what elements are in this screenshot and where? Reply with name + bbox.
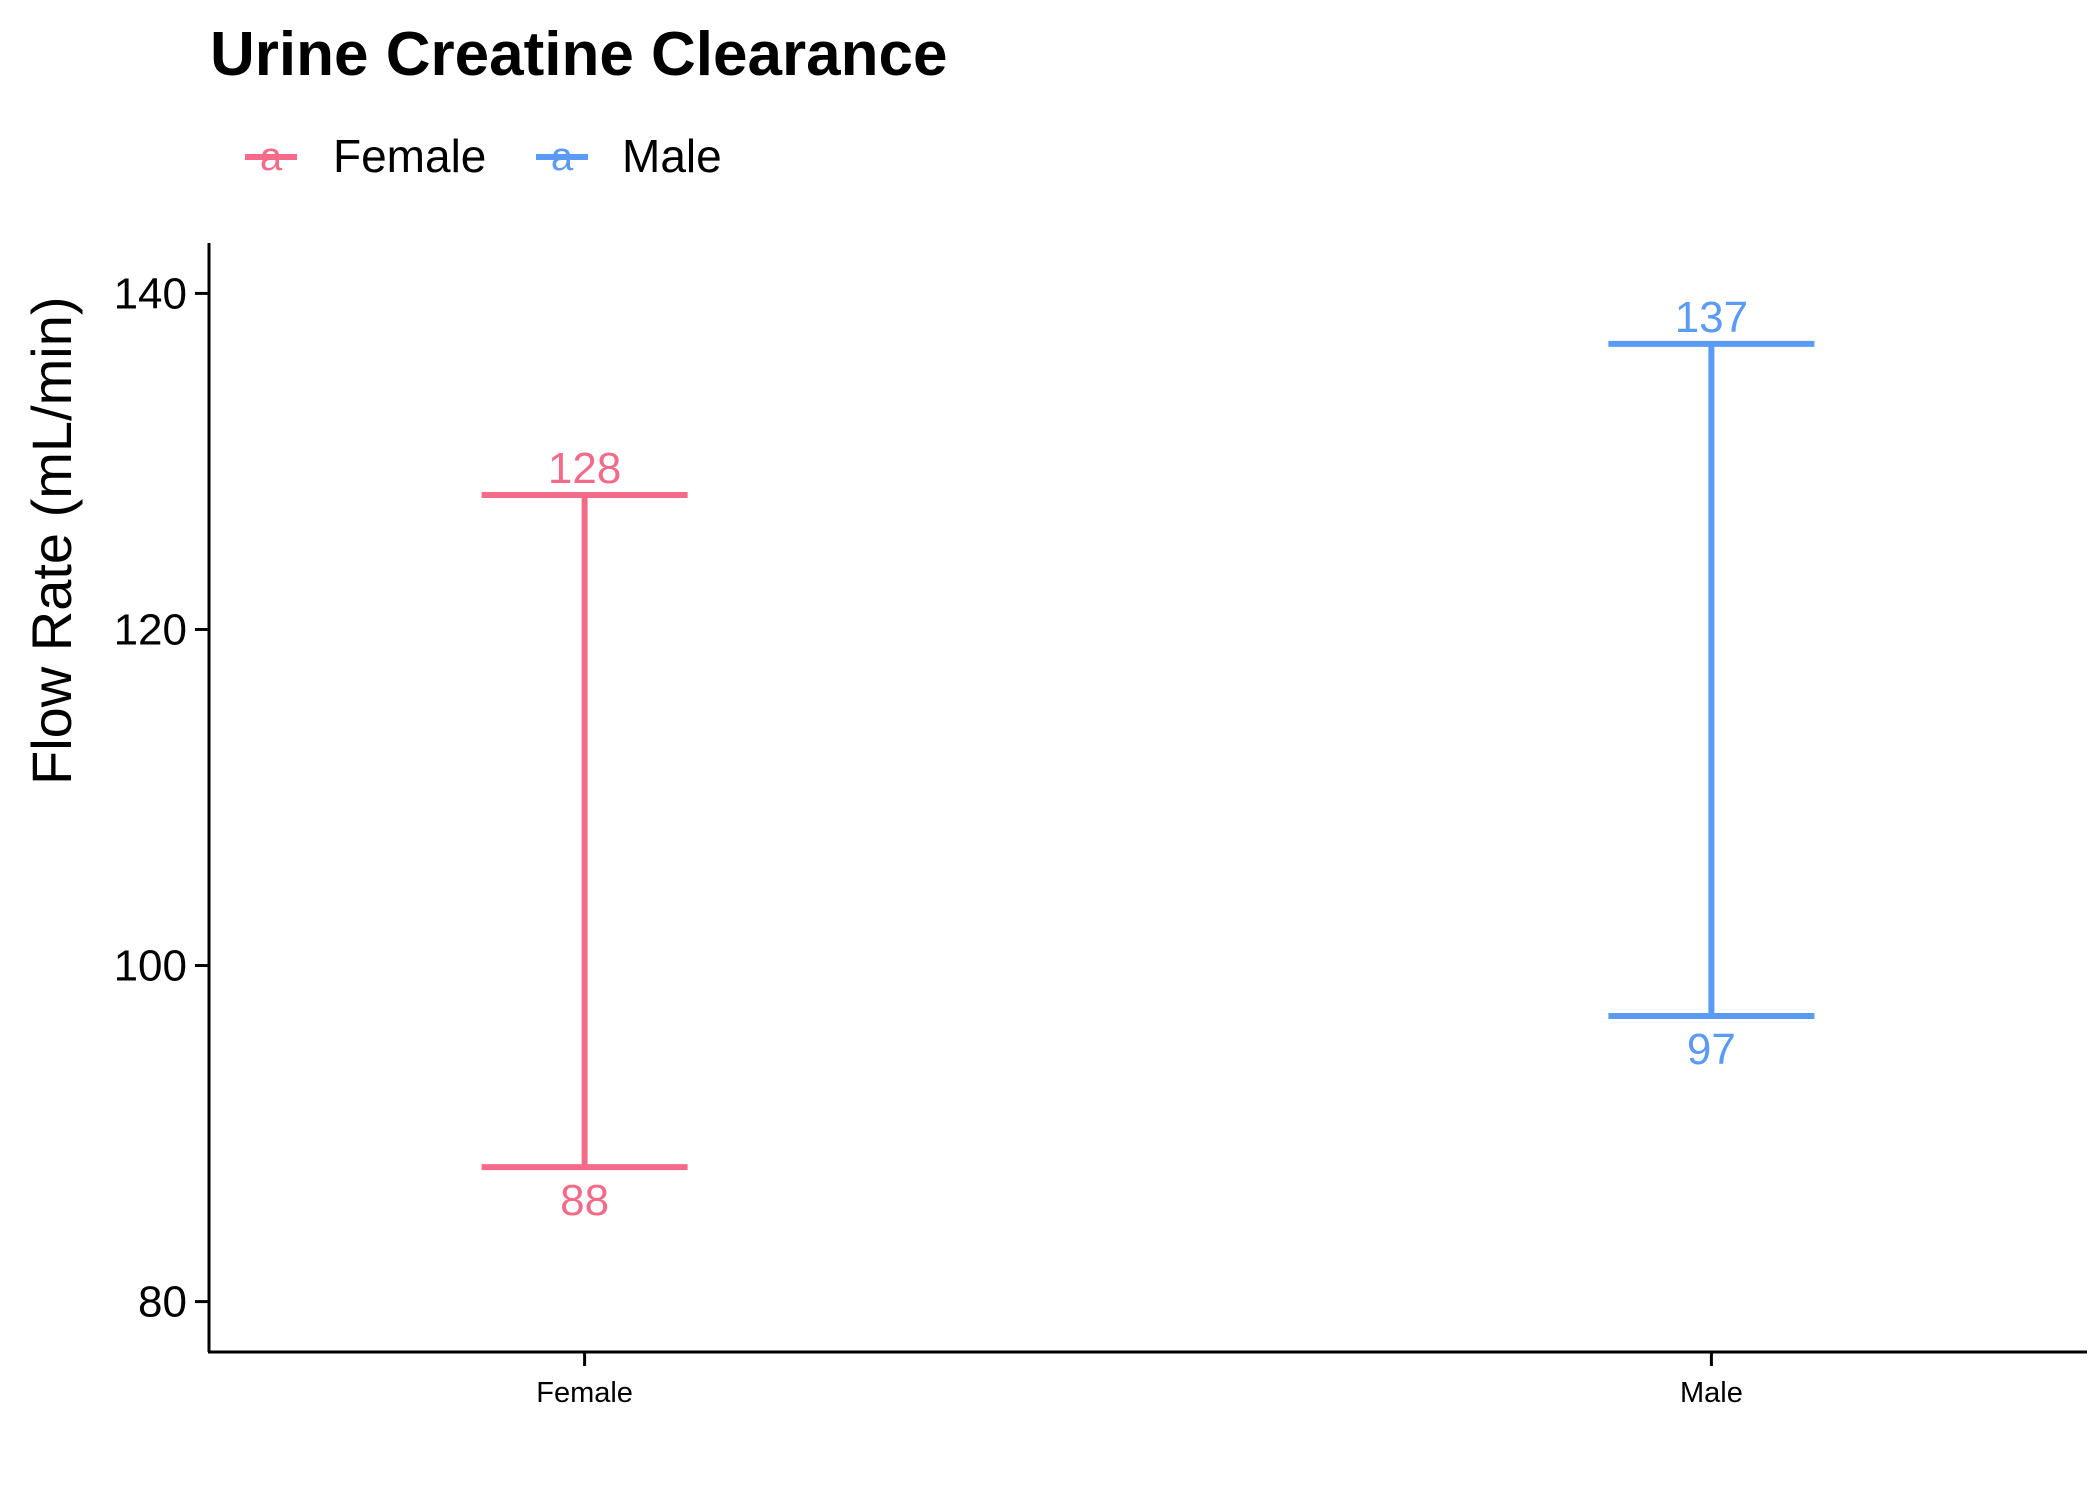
- data-label-high-male: 137: [1675, 293, 1748, 342]
- legend-key-glyph-female: a: [260, 135, 283, 179]
- legend-label-male: Male: [622, 130, 722, 182]
- legend-item-female: a Female: [245, 130, 486, 182]
- legend-label-female: Female: [333, 130, 486, 182]
- legend-key-glyph-male: a: [551, 135, 574, 179]
- legend-item-male: a Male: [536, 130, 722, 182]
- data-label-low-female: 88: [560, 1176, 609, 1225]
- y-axis-title: Flow Rate (mL/min): [20, 296, 83, 785]
- y-tick-label-100: 100: [114, 942, 187, 991]
- y-tick-label-140: 140: [114, 269, 187, 318]
- y-tick-label-80: 80: [138, 1278, 187, 1327]
- error-bar-male: 137 97: [1608, 293, 1815, 1074]
- error-bar-female: 128 88: [481, 444, 688, 1225]
- error-bars: 128 88 137 97: [481, 293, 1815, 1225]
- data-label-high-female: 128: [548, 444, 621, 493]
- x-tick-label-female: Female: [536, 1377, 633, 1409]
- legend: a Female a Male: [245, 130, 722, 182]
- chart-title: Urine Creatine Clearance: [210, 20, 947, 89]
- y-ticks: 80 100 120 140: [114, 269, 209, 1327]
- x-ticks: Female Male: [536, 1352, 1743, 1409]
- y-tick-label-120: 120: [114, 605, 187, 654]
- plot-area: 80 100 120 140 Female Male 128 88 137 97: [114, 243, 2087, 1409]
- data-label-low-male: 97: [1687, 1025, 1736, 1074]
- x-tick-label-male: Male: [1680, 1377, 1743, 1409]
